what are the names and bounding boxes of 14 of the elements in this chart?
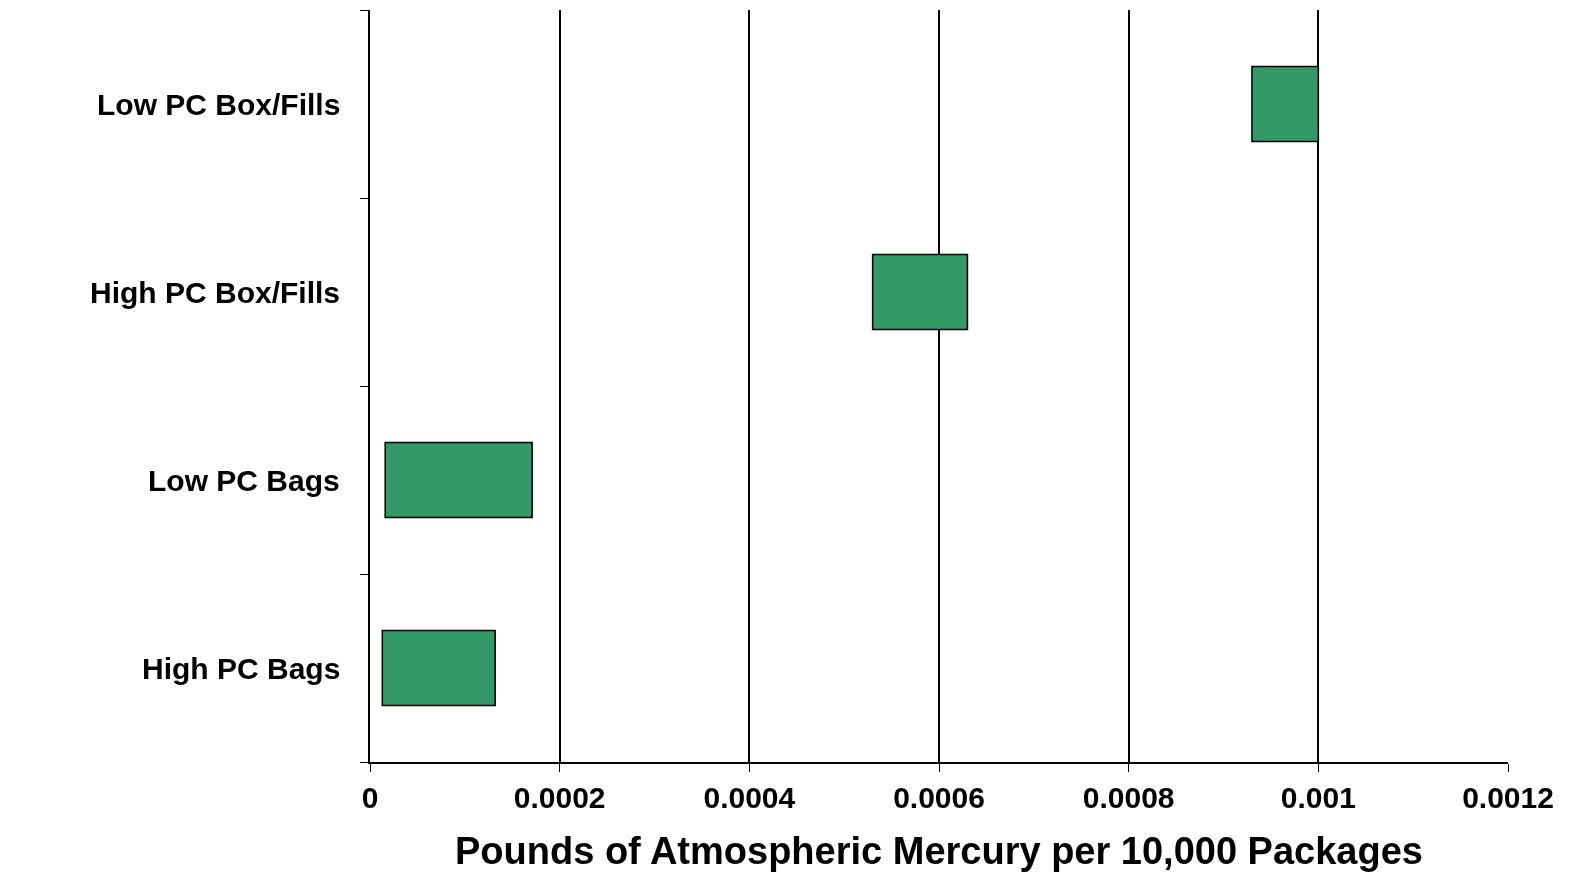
x-axis-title: Pounds of Atmospheric Mercury per 10,000 Packages [455, 830, 1423, 873]
bar [381, 629, 496, 707]
x-tick-label: 0.0008 [1082, 780, 1175, 814]
x-tick-label: 0.001 [1280, 780, 1356, 814]
y-tick-label: High PC Box/Fills [90, 276, 341, 309]
y-tick-label: Low PC Bags [148, 464, 340, 497]
x-tick-label: 0.0002 [513, 780, 606, 814]
bar [384, 441, 533, 519]
x-tick-label: 0.0012 [1462, 780, 1554, 814]
x-tick-label: 0.0004 [703, 780, 796, 814]
y-tick-label: Low PC Box/Fills [97, 88, 341, 121]
x-tick-label: 0 [361, 780, 379, 814]
x-tick-label: 0.0006 [893, 780, 985, 814]
y-tick-label: High PC Bags [142, 652, 341, 685]
